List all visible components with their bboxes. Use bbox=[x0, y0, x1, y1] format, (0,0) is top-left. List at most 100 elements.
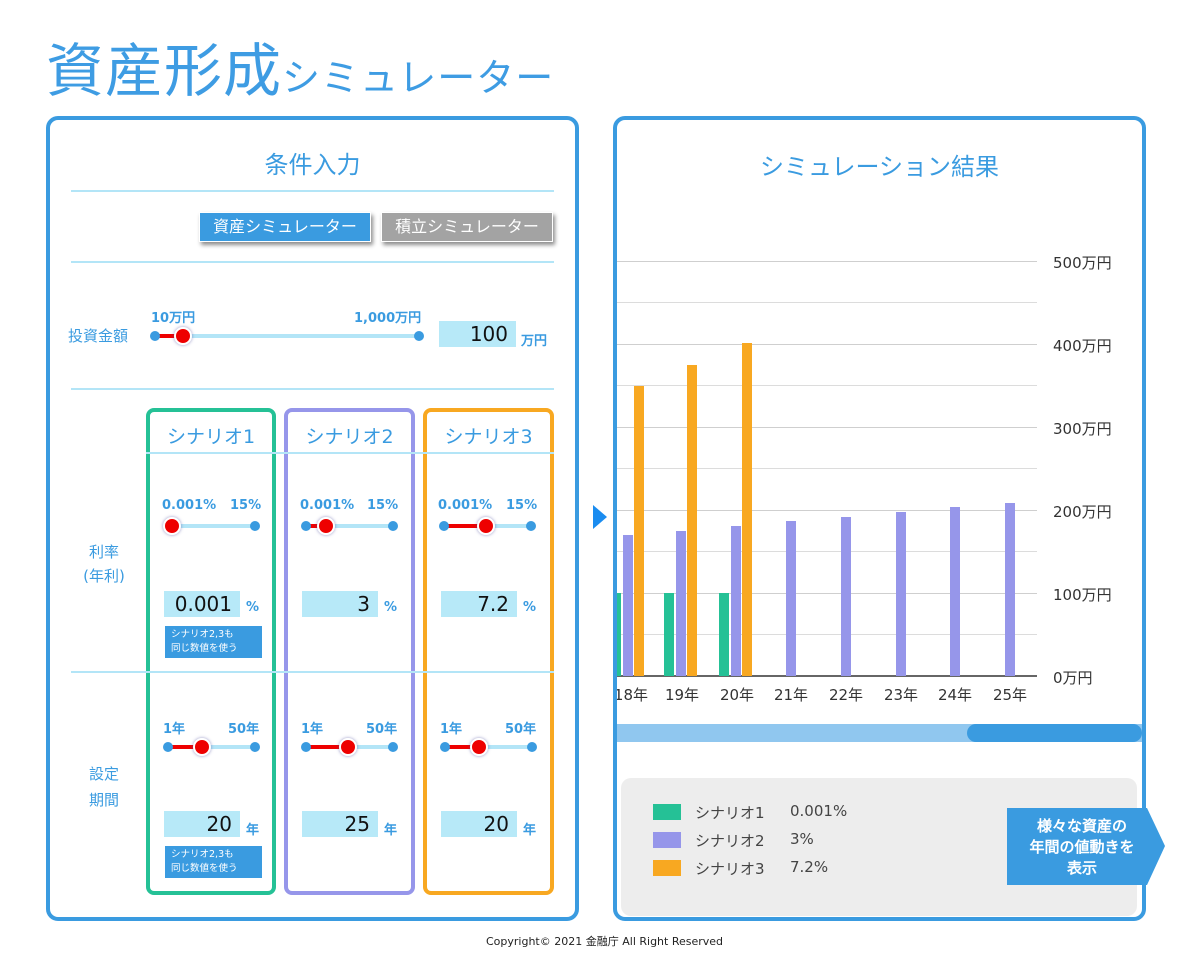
s2-period-min: 1年 bbox=[301, 722, 324, 737]
y-tick-0: 0万円 bbox=[1053, 669, 1093, 687]
slider-handle[interactable] bbox=[193, 738, 211, 756]
slider-handle[interactable] bbox=[477, 517, 495, 535]
y-tick-400: 400万円 bbox=[1053, 337, 1112, 355]
s2-period-max: 50年 bbox=[366, 722, 398, 737]
bar-s2-18 bbox=[623, 535, 633, 676]
gridline bbox=[617, 551, 1037, 552]
chart: 500万円 400万円 300万円 200万円 100万円 0万円 18年 19… bbox=[617, 250, 1142, 704]
y-tick-500: 500万円 bbox=[1053, 254, 1112, 272]
slider-max-dot bbox=[414, 331, 424, 341]
input-panel-title: 条件入力 bbox=[264, 151, 361, 179]
gridline bbox=[617, 385, 1037, 386]
s2-rate-input[interactable]: 3 bbox=[302, 591, 378, 617]
x-tick: 25年 bbox=[992, 686, 1028, 704]
gridline bbox=[617, 344, 1037, 345]
copy-period-to-all-button[interactable]: シナリオ2,3も 同じ数値を使う bbox=[165, 846, 262, 878]
slider-max-dot bbox=[527, 742, 537, 752]
s1-period-max: 50年 bbox=[228, 722, 260, 737]
s1-rate-unit: % bbox=[246, 600, 260, 615]
result-panel-title: シミュレーション結果 bbox=[759, 153, 1000, 181]
s2-period-slider[interactable] bbox=[301, 737, 398, 757]
gridline bbox=[617, 261, 1037, 262]
copy-rate-to-all-button[interactable]: シナリオ2,3も 同じ数値を使う bbox=[165, 626, 262, 658]
s1-period-min: 1年 bbox=[163, 722, 186, 737]
s3-period-input[interactable]: 20 bbox=[441, 811, 517, 837]
slider-handle[interactable] bbox=[470, 738, 488, 756]
savings-simulator-button[interactable]: 積立シミュレーター bbox=[381, 212, 553, 242]
investment-slider[interactable] bbox=[150, 326, 426, 346]
bar-s2-19 bbox=[676, 531, 686, 676]
s3-period-slider[interactable] bbox=[440, 737, 537, 757]
bar-s1-19 bbox=[664, 593, 674, 676]
investment-min-label: 10万円 bbox=[151, 311, 196, 326]
divider bbox=[146, 452, 554, 454]
s1-period-input[interactable]: 20 bbox=[164, 811, 240, 837]
slider-fill bbox=[306, 745, 348, 749]
s1-rate-min: 0.001% bbox=[162, 498, 217, 513]
bar-s2-22 bbox=[841, 517, 851, 676]
divider bbox=[71, 190, 554, 192]
s1-rate-slider[interactable] bbox=[163, 516, 260, 536]
slider-track bbox=[168, 524, 255, 528]
gridline bbox=[617, 510, 1037, 511]
s2-rate-max: 15% bbox=[367, 498, 399, 513]
legend-swatch-1 bbox=[653, 804, 681, 820]
divider bbox=[71, 388, 554, 390]
scenario-2-title: シナリオ2 bbox=[305, 426, 394, 448]
investment-label: 投資金額 bbox=[68, 327, 129, 345]
callout-arrow-icon bbox=[1147, 808, 1165, 885]
x-tick: 20年 bbox=[719, 686, 755, 704]
s1-rate-input[interactable]: 0.001 bbox=[164, 591, 240, 617]
slider-min-dot bbox=[440, 742, 450, 752]
s2-period-input[interactable]: 25 bbox=[302, 811, 378, 837]
slider-handle[interactable] bbox=[339, 738, 357, 756]
divider bbox=[71, 671, 554, 673]
copyright: Copyright© 2021 金融庁 All Right Reserved bbox=[486, 935, 724, 948]
slider-max-dot bbox=[388, 521, 398, 531]
scrollbar-thumb[interactable] bbox=[967, 724, 1142, 742]
arrow-right-icon bbox=[593, 505, 607, 529]
slider-track bbox=[445, 745, 532, 749]
scenario-1-box bbox=[146, 408, 276, 895]
slider-max-dot bbox=[388, 742, 398, 752]
s3-period-unit: 年 bbox=[523, 823, 537, 838]
s1-period-slider[interactable] bbox=[163, 737, 260, 757]
scenario-1-title: シナリオ1 bbox=[166, 426, 256, 448]
s2-rate-min: 0.001% bbox=[300, 498, 355, 513]
bar-s3-18 bbox=[634, 386, 644, 676]
legend-swatch-3 bbox=[653, 860, 681, 876]
slider-max-dot bbox=[250, 742, 260, 752]
x-axis bbox=[617, 675, 1037, 677]
bar-s2-25 bbox=[1005, 503, 1015, 676]
asset-simulator-button[interactable]: 資産シミュレーター bbox=[199, 212, 371, 242]
bar-s2-23 bbox=[896, 512, 906, 676]
s2-rate-unit: % bbox=[384, 600, 398, 615]
gridline bbox=[617, 634, 1037, 635]
slider-handle[interactable] bbox=[317, 517, 335, 535]
slider-min-dot bbox=[150, 331, 160, 341]
bar-s2-20 bbox=[731, 526, 741, 676]
slider-handle[interactable] bbox=[163, 517, 181, 535]
asset-movement-button[interactable]: 様々な資産の 年間の値動きを 表示 bbox=[1007, 808, 1167, 885]
chart-scrollbar[interactable] bbox=[617, 724, 1142, 742]
slider-min-dot bbox=[301, 521, 311, 531]
s2-rate-slider[interactable] bbox=[301, 516, 398, 536]
legend: シナリオ1 0.001% シナリオ2 3% シナリオ3 7.2% bbox=[621, 778, 1137, 916]
x-tick: 23年 bbox=[883, 686, 919, 704]
x-tick: 19年 bbox=[664, 686, 700, 704]
bar-s1-18 bbox=[617, 593, 621, 676]
slider-handle[interactable] bbox=[174, 327, 192, 345]
s3-rate-slider[interactable] bbox=[439, 516, 536, 536]
slider-min-dot bbox=[439, 521, 449, 531]
scenario-2-box bbox=[284, 408, 415, 895]
investment-amount-input[interactable]: 100 bbox=[439, 321, 516, 347]
slider-max-dot bbox=[250, 521, 260, 531]
period-label: 設定 期間 bbox=[88, 765, 119, 809]
gridline bbox=[617, 302, 1037, 303]
s3-rate-unit: % bbox=[523, 600, 537, 615]
title-sub: シミュレーター bbox=[282, 56, 555, 100]
s3-rate-input[interactable]: 7.2 bbox=[441, 591, 517, 617]
slider-track bbox=[155, 334, 421, 338]
legend-rate-1: 0.001% bbox=[790, 802, 848, 820]
s1-rate-max: 15% bbox=[230, 498, 262, 513]
